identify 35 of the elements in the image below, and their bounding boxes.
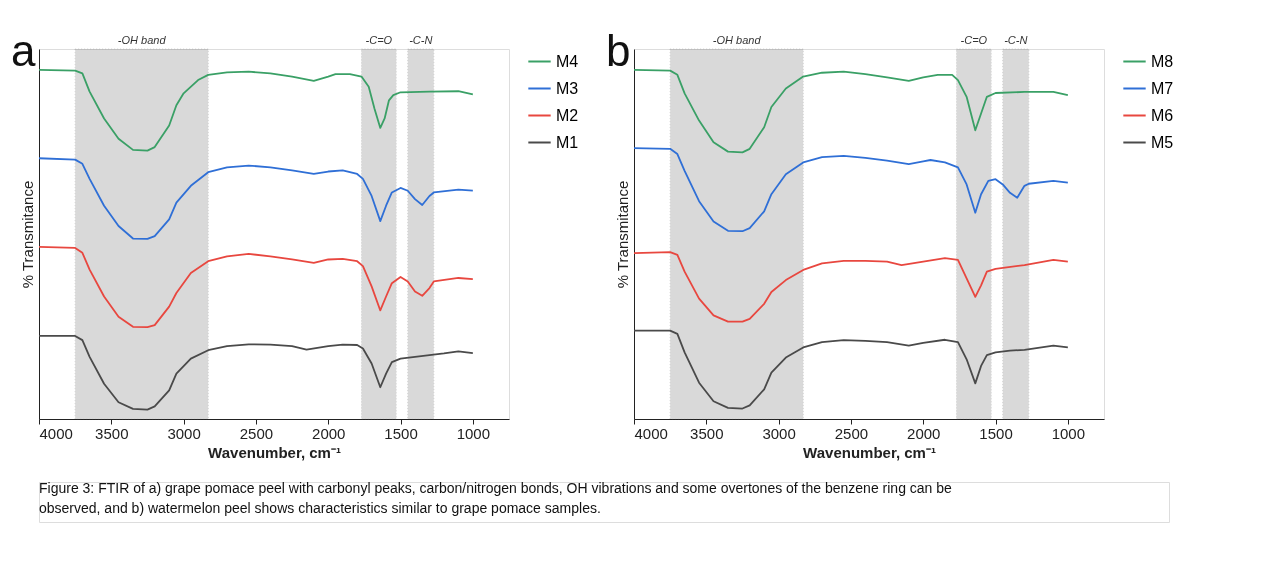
legend-label: M2	[556, 106, 579, 124]
legend-label: M4	[556, 52, 579, 70]
band-label: -C-N	[409, 34, 433, 46]
x-tick-label: 3500	[690, 424, 724, 442]
legend-label: M3	[556, 79, 579, 97]
x-tick-label: 1000	[1051, 424, 1086, 442]
legend-label: M5	[1151, 133, 1174, 151]
x-axis-title: Wavenumber, cm⁻¹	[208, 443, 341, 461]
legend-label: M1	[556, 133, 579, 151]
legend-label: M8	[1151, 52, 1174, 70]
x-axis-title: Wavenumber, cm⁻¹	[803, 443, 936, 461]
band-label: -C-N	[1004, 34, 1028, 46]
legend-label: M6	[1151, 106, 1174, 124]
x-tick-label: 4000	[39, 424, 73, 442]
caption: Figure 3: FTIR of a) grape pomace peel with carbonyl peaks, carbon/nitrogen bonds, OH vibrations and some overtones of the benzene ring can be observed, and b) watermelon peel shows characteristics similar to grape pomace samples.	[39, 480, 953, 516]
x-tick-label: 2000	[312, 424, 346, 442]
x-tick-label: 3000	[762, 424, 796, 442]
y-axis-title: % Transmitance	[613, 180, 631, 289]
band-label: -OH band	[117, 34, 167, 46]
legend-label: M7	[1151, 79, 1174, 97]
x-tick-label: 2500	[834, 424, 869, 442]
y-axis-title: % Transmitance	[18, 180, 36, 289]
x-tick-label: 1000	[456, 424, 491, 442]
x-tick-label: 1500	[979, 424, 1013, 442]
x-tick-label: 3000	[167, 424, 201, 442]
band-label: -C=O	[960, 34, 988, 46]
x-tick-label: 2500	[239, 424, 274, 442]
x-tick-label: 4000	[634, 424, 668, 442]
band-label: -C=O	[365, 34, 393, 46]
text: b	[606, 26, 631, 75]
text: a	[11, 26, 36, 75]
band-label: -OH band	[712, 34, 762, 46]
x-tick-label: 3500	[95, 424, 129, 442]
x-tick-label: 1500	[384, 424, 418, 442]
x-tick-label: 2000	[907, 424, 941, 442]
